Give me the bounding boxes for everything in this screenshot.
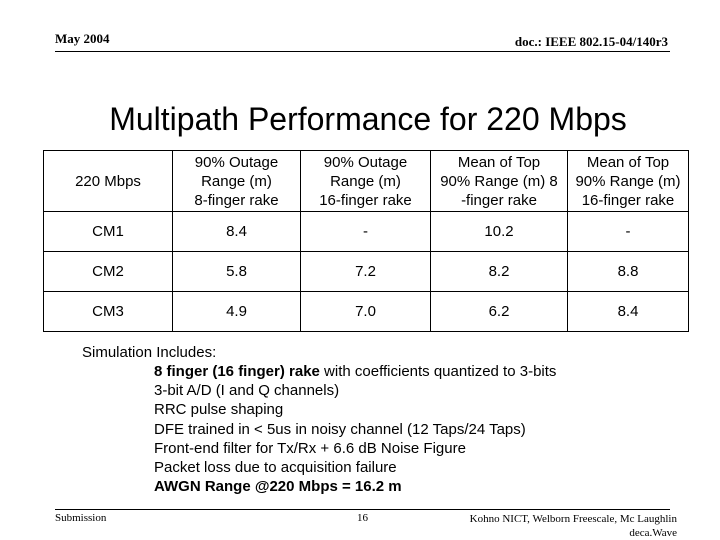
table-cell: 10.2 bbox=[430, 211, 568, 252]
list-item-text: with coefficients quantized to 3-bits bbox=[319, 363, 557, 380]
header-line: Range (m) bbox=[330, 172, 401, 190]
table-cell: 8.4 bbox=[567, 291, 689, 332]
header-line: 90% Range (m) 8 bbox=[440, 172, 558, 190]
list-item-text: RRC pulse shaping bbox=[154, 401, 284, 419]
list-item-text: 3-bit A/D (I and Q channels) bbox=[154, 382, 340, 400]
header-cell: 220 Mbps bbox=[43, 150, 173, 212]
table-cell: 5.8 bbox=[172, 251, 301, 292]
simulation-list: 8 finger (16 finger) rake with coefficie… bbox=[154, 362, 556, 496]
header-line: 16-finger rake bbox=[319, 191, 412, 209]
slide-title: Multipath Performance for 220 Mbps bbox=[109, 101, 627, 137]
table-cell: 4.9 bbox=[172, 291, 301, 332]
header-cell: Mean of Top 90% Range (m) 8 -finger rake bbox=[430, 150, 568, 212]
footer-divider bbox=[55, 509, 670, 510]
header-line: Mean of Top bbox=[586, 153, 670, 171]
list-item: Packet loss due to acquisition failure bbox=[154, 458, 556, 477]
table-row: CM2 5.8 7.2 8.2 8.8 bbox=[43, 251, 689, 292]
list-item: Front-end filter for Tx/Rx + 6.6 dB Nois… bbox=[154, 439, 556, 458]
header-line: 16-finger rake bbox=[581, 191, 675, 209]
footer-page-number: 16 bbox=[357, 512, 368, 524]
footer-authors: Kohno NICT, Welborn Freescale, Mc Laughl… bbox=[470, 512, 677, 540]
table-row: CM3 4.9 7.0 6.2 8.4 bbox=[43, 291, 689, 332]
list-item-bold: AWGN Range @220 Mbps = 16.2 m bbox=[154, 478, 402, 496]
list-item: 8 finger (16 finger) rake with coefficie… bbox=[154, 362, 556, 381]
table-cell: - bbox=[567, 211, 689, 252]
table-cell: CM3 bbox=[43, 291, 173, 332]
header-line: 8-finger rake bbox=[194, 191, 279, 209]
footer-authors-line: deca.Wave bbox=[629, 527, 677, 539]
performance-table: 220 Mbps 90% Outage Range (m) 8-finger r… bbox=[43, 150, 689, 332]
header-line: Mean of Top bbox=[457, 153, 541, 171]
table-cell: 7.0 bbox=[300, 291, 431, 332]
header-divider bbox=[55, 51, 670, 52]
header-date: May 2004 bbox=[55, 31, 110, 46]
header-line: 220 Mbps bbox=[75, 172, 141, 190]
table-row: CM1 8.4 - 10.2 - bbox=[43, 211, 689, 252]
list-item-text: Packet loss due to acquisition failure bbox=[154, 459, 397, 477]
table-cell: 8.2 bbox=[430, 251, 568, 292]
simulation-heading: Simulation Includes: bbox=[82, 344, 217, 361]
header-line: 90% Range (m) bbox=[575, 172, 681, 190]
table-cell: 6.2 bbox=[430, 291, 568, 332]
table-cell: 7.2 bbox=[300, 251, 431, 292]
header-line: 90% Outage bbox=[194, 153, 279, 171]
table-cell: CM1 bbox=[43, 211, 173, 252]
table-cell: 8.8 bbox=[567, 251, 689, 292]
footer-authors-line: Kohno NICT, Welborn Freescale, Mc Laughl… bbox=[469, 513, 677, 525]
list-item: 3-bit A/D (I and Q channels) bbox=[154, 381, 556, 400]
header-line: 90% Outage bbox=[323, 153, 408, 171]
footer-submission: Submission bbox=[55, 512, 107, 524]
header-doc-id: doc.: IEEE 802.15-04/140r3 bbox=[514, 34, 668, 49]
header-cell: 90% Outage Range (m) 16-finger rake bbox=[300, 150, 431, 212]
list-item-bold: 8 finger (16 finger) rake bbox=[154, 363, 320, 380]
table-header-row: 220 Mbps 90% Outage Range (m) 8-finger r… bbox=[43, 150, 689, 212]
list-item: RRC pulse shaping bbox=[154, 400, 556, 419]
table-cell: - bbox=[300, 211, 431, 252]
table-cell: CM2 bbox=[43, 251, 173, 292]
header-cell: Mean of Top 90% Range (m) 16-finger rake bbox=[567, 150, 689, 212]
header-cell: 90% Outage Range (m) 8-finger rake bbox=[172, 150, 301, 212]
header-line: -finger rake bbox=[461, 191, 537, 209]
list-item: AWGN Range @220 Mbps = 16.2 m bbox=[154, 477, 556, 496]
list-item-text: DFE trained in < 5us in noisy channel (1… bbox=[154, 420, 526, 438]
list-item: DFE trained in < 5us in noisy channel (1… bbox=[154, 420, 556, 439]
header-line: Range (m) bbox=[201, 172, 272, 190]
list-item-text: Front-end filter for Tx/Rx + 6.6 dB Nois… bbox=[154, 439, 466, 457]
table-cell: 8.4 bbox=[172, 211, 301, 252]
